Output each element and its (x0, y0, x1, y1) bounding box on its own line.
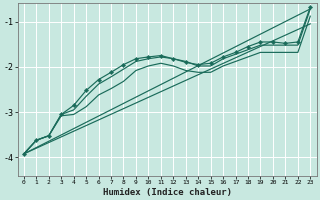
X-axis label: Humidex (Indice chaleur): Humidex (Indice chaleur) (103, 188, 232, 197)
